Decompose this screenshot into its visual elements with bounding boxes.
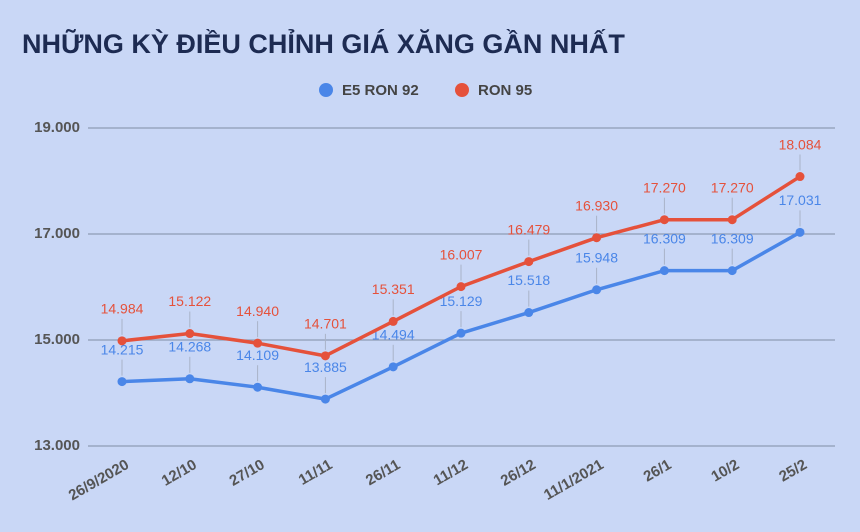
value-label: 17.031 — [779, 192, 822, 208]
legend-label: E5 RON 92 — [342, 82, 419, 99]
value-label: 17.270 — [711, 179, 754, 195]
value-label: 18.084 — [779, 136, 822, 152]
point — [253, 338, 263, 348]
point — [185, 374, 195, 384]
point — [795, 227, 805, 237]
value-label: 16.930 — [575, 197, 618, 213]
point — [253, 382, 263, 392]
point — [456, 328, 466, 338]
value-label: 14.940 — [236, 303, 279, 319]
point — [117, 336, 127, 346]
value-label: 16.007 — [440, 246, 483, 262]
point — [592, 233, 602, 243]
value-label: 16.309 — [643, 230, 686, 246]
value-label: 15.129 — [440, 293, 483, 309]
point — [795, 172, 805, 182]
point — [659, 215, 669, 225]
value-label: 15.122 — [168, 293, 211, 309]
point — [592, 285, 602, 295]
y-tick-label: 17.000 — [34, 225, 80, 242]
value-label: 14.494 — [372, 327, 415, 343]
value-label: 14.984 — [101, 301, 144, 317]
y-tick-label: 13.000 — [34, 437, 80, 454]
value-label: 17.270 — [643, 179, 686, 195]
point — [388, 316, 398, 326]
value-label: 14.701 — [304, 316, 347, 332]
value-label: 15.948 — [575, 249, 618, 265]
point — [524, 308, 534, 318]
point — [320, 394, 330, 404]
point — [727, 215, 737, 225]
legend-marker — [319, 83, 333, 97]
point — [320, 351, 330, 361]
value-label: 16.479 — [507, 221, 550, 237]
value-label: 14.215 — [101, 341, 144, 357]
point — [388, 362, 398, 372]
point — [659, 266, 669, 276]
point — [456, 282, 466, 292]
legend-marker — [455, 83, 469, 97]
y-tick-label: 15.000 — [34, 331, 80, 348]
point — [185, 329, 195, 339]
value-label: 16.309 — [711, 230, 754, 246]
point — [727, 266, 737, 276]
legend-label: RON 95 — [478, 82, 532, 99]
value-label: 14.268 — [168, 338, 211, 354]
value-label: 15.351 — [372, 281, 415, 297]
value-label: 15.518 — [507, 272, 550, 288]
point — [117, 377, 127, 387]
value-label: 13.885 — [304, 359, 347, 375]
value-label: 14.109 — [236, 347, 279, 363]
chart-title: NHỮNG KỲ ĐIỀU CHỈNH GIÁ XĂNG GẦN NHẤT — [22, 27, 625, 59]
point — [524, 257, 534, 267]
y-tick-label: 19.000 — [34, 119, 80, 136]
